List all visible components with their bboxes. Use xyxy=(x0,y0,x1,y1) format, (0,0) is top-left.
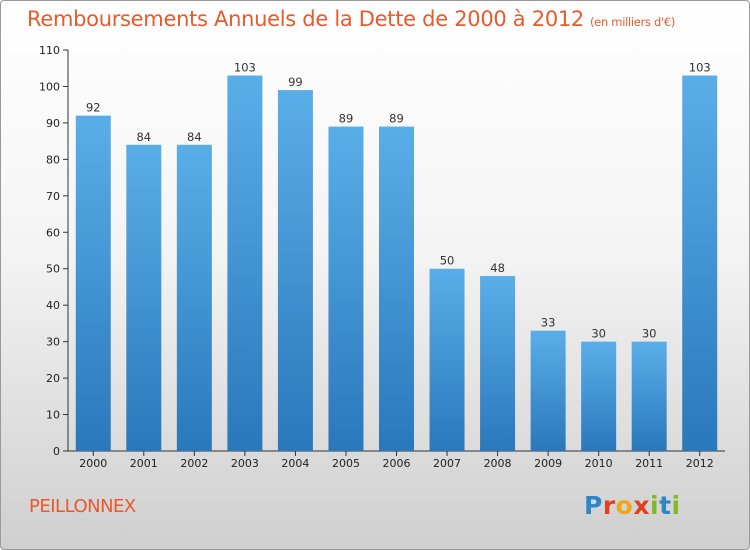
x-tick-label: 2000 xyxy=(79,457,107,470)
y-tick-label: 100 xyxy=(39,80,60,93)
data-label: 103 xyxy=(234,61,256,75)
data-label: 30 xyxy=(642,327,657,341)
data-label: 48 xyxy=(490,261,505,275)
commune-name: PEILLONNEX xyxy=(29,496,136,517)
x-tick-label: 2001 xyxy=(130,457,158,470)
x-tick-label: 2007 xyxy=(433,457,461,470)
logo-letter: r xyxy=(602,491,616,520)
chart-title-main: Remboursements Annuels de la Dette de 20… xyxy=(27,7,584,31)
data-label: 30 xyxy=(591,327,606,341)
y-tick-label: 110 xyxy=(39,44,60,57)
y-tick-label: 70 xyxy=(46,190,60,203)
y-tick-label: 0 xyxy=(53,445,60,458)
logo-letter: t xyxy=(659,491,672,520)
x-tick-label: 2003 xyxy=(231,457,259,470)
data-label: 84 xyxy=(136,130,151,144)
data-label: 50 xyxy=(440,254,455,268)
logo-letter: i xyxy=(671,491,681,520)
x-tick-label: 2008 xyxy=(484,457,512,470)
data-label: 99 xyxy=(288,75,303,89)
bar xyxy=(277,90,313,451)
chart-title: Remboursements Annuels de la Dette de 20… xyxy=(27,7,675,31)
x-tick-label: 2004 xyxy=(281,457,309,470)
x-tick-label: 2009 xyxy=(534,457,562,470)
logo-letter: P xyxy=(584,491,603,520)
bar xyxy=(581,341,617,451)
data-label: 33 xyxy=(541,316,556,330)
y-tick-label: 80 xyxy=(46,153,60,166)
bar xyxy=(530,330,566,451)
x-tick-label: 2005 xyxy=(332,457,360,470)
data-label: 84 xyxy=(187,130,202,144)
x-tick-label: 2010 xyxy=(585,457,613,470)
bar xyxy=(379,126,414,452)
data-label: 89 xyxy=(339,112,354,126)
bar xyxy=(480,276,516,451)
data-label: 92 xyxy=(86,101,101,115)
data-label: 103 xyxy=(689,61,711,75)
x-tick-label: 2006 xyxy=(383,457,411,470)
x-tick-label: 2002 xyxy=(180,457,208,470)
bar xyxy=(429,268,465,451)
y-tick-label: 60 xyxy=(46,226,60,239)
bar xyxy=(631,341,667,451)
y-tick-label: 40 xyxy=(46,299,60,312)
bar xyxy=(75,115,111,452)
bar xyxy=(176,144,212,452)
y-tick-label: 30 xyxy=(46,336,60,349)
logo-letter: o xyxy=(615,491,634,520)
logo-letter: x xyxy=(633,491,650,520)
x-tick-label: 2012 xyxy=(686,457,714,470)
bar xyxy=(126,144,162,452)
data-label: 89 xyxy=(389,112,404,126)
y-tick-label: 50 xyxy=(46,263,60,276)
x-tick-label: 2011 xyxy=(635,457,663,470)
chart-subtitle: (en milliers d'€) xyxy=(590,15,676,29)
y-tick-label: 10 xyxy=(46,409,60,422)
y-tick-label: 20 xyxy=(46,372,60,385)
proxiti-logo: Proxiti xyxy=(584,491,681,520)
bar xyxy=(682,75,718,451)
logo-letter: i xyxy=(650,491,660,520)
bar xyxy=(328,126,364,452)
y-tick-label: 90 xyxy=(46,117,60,130)
bar xyxy=(227,75,263,451)
